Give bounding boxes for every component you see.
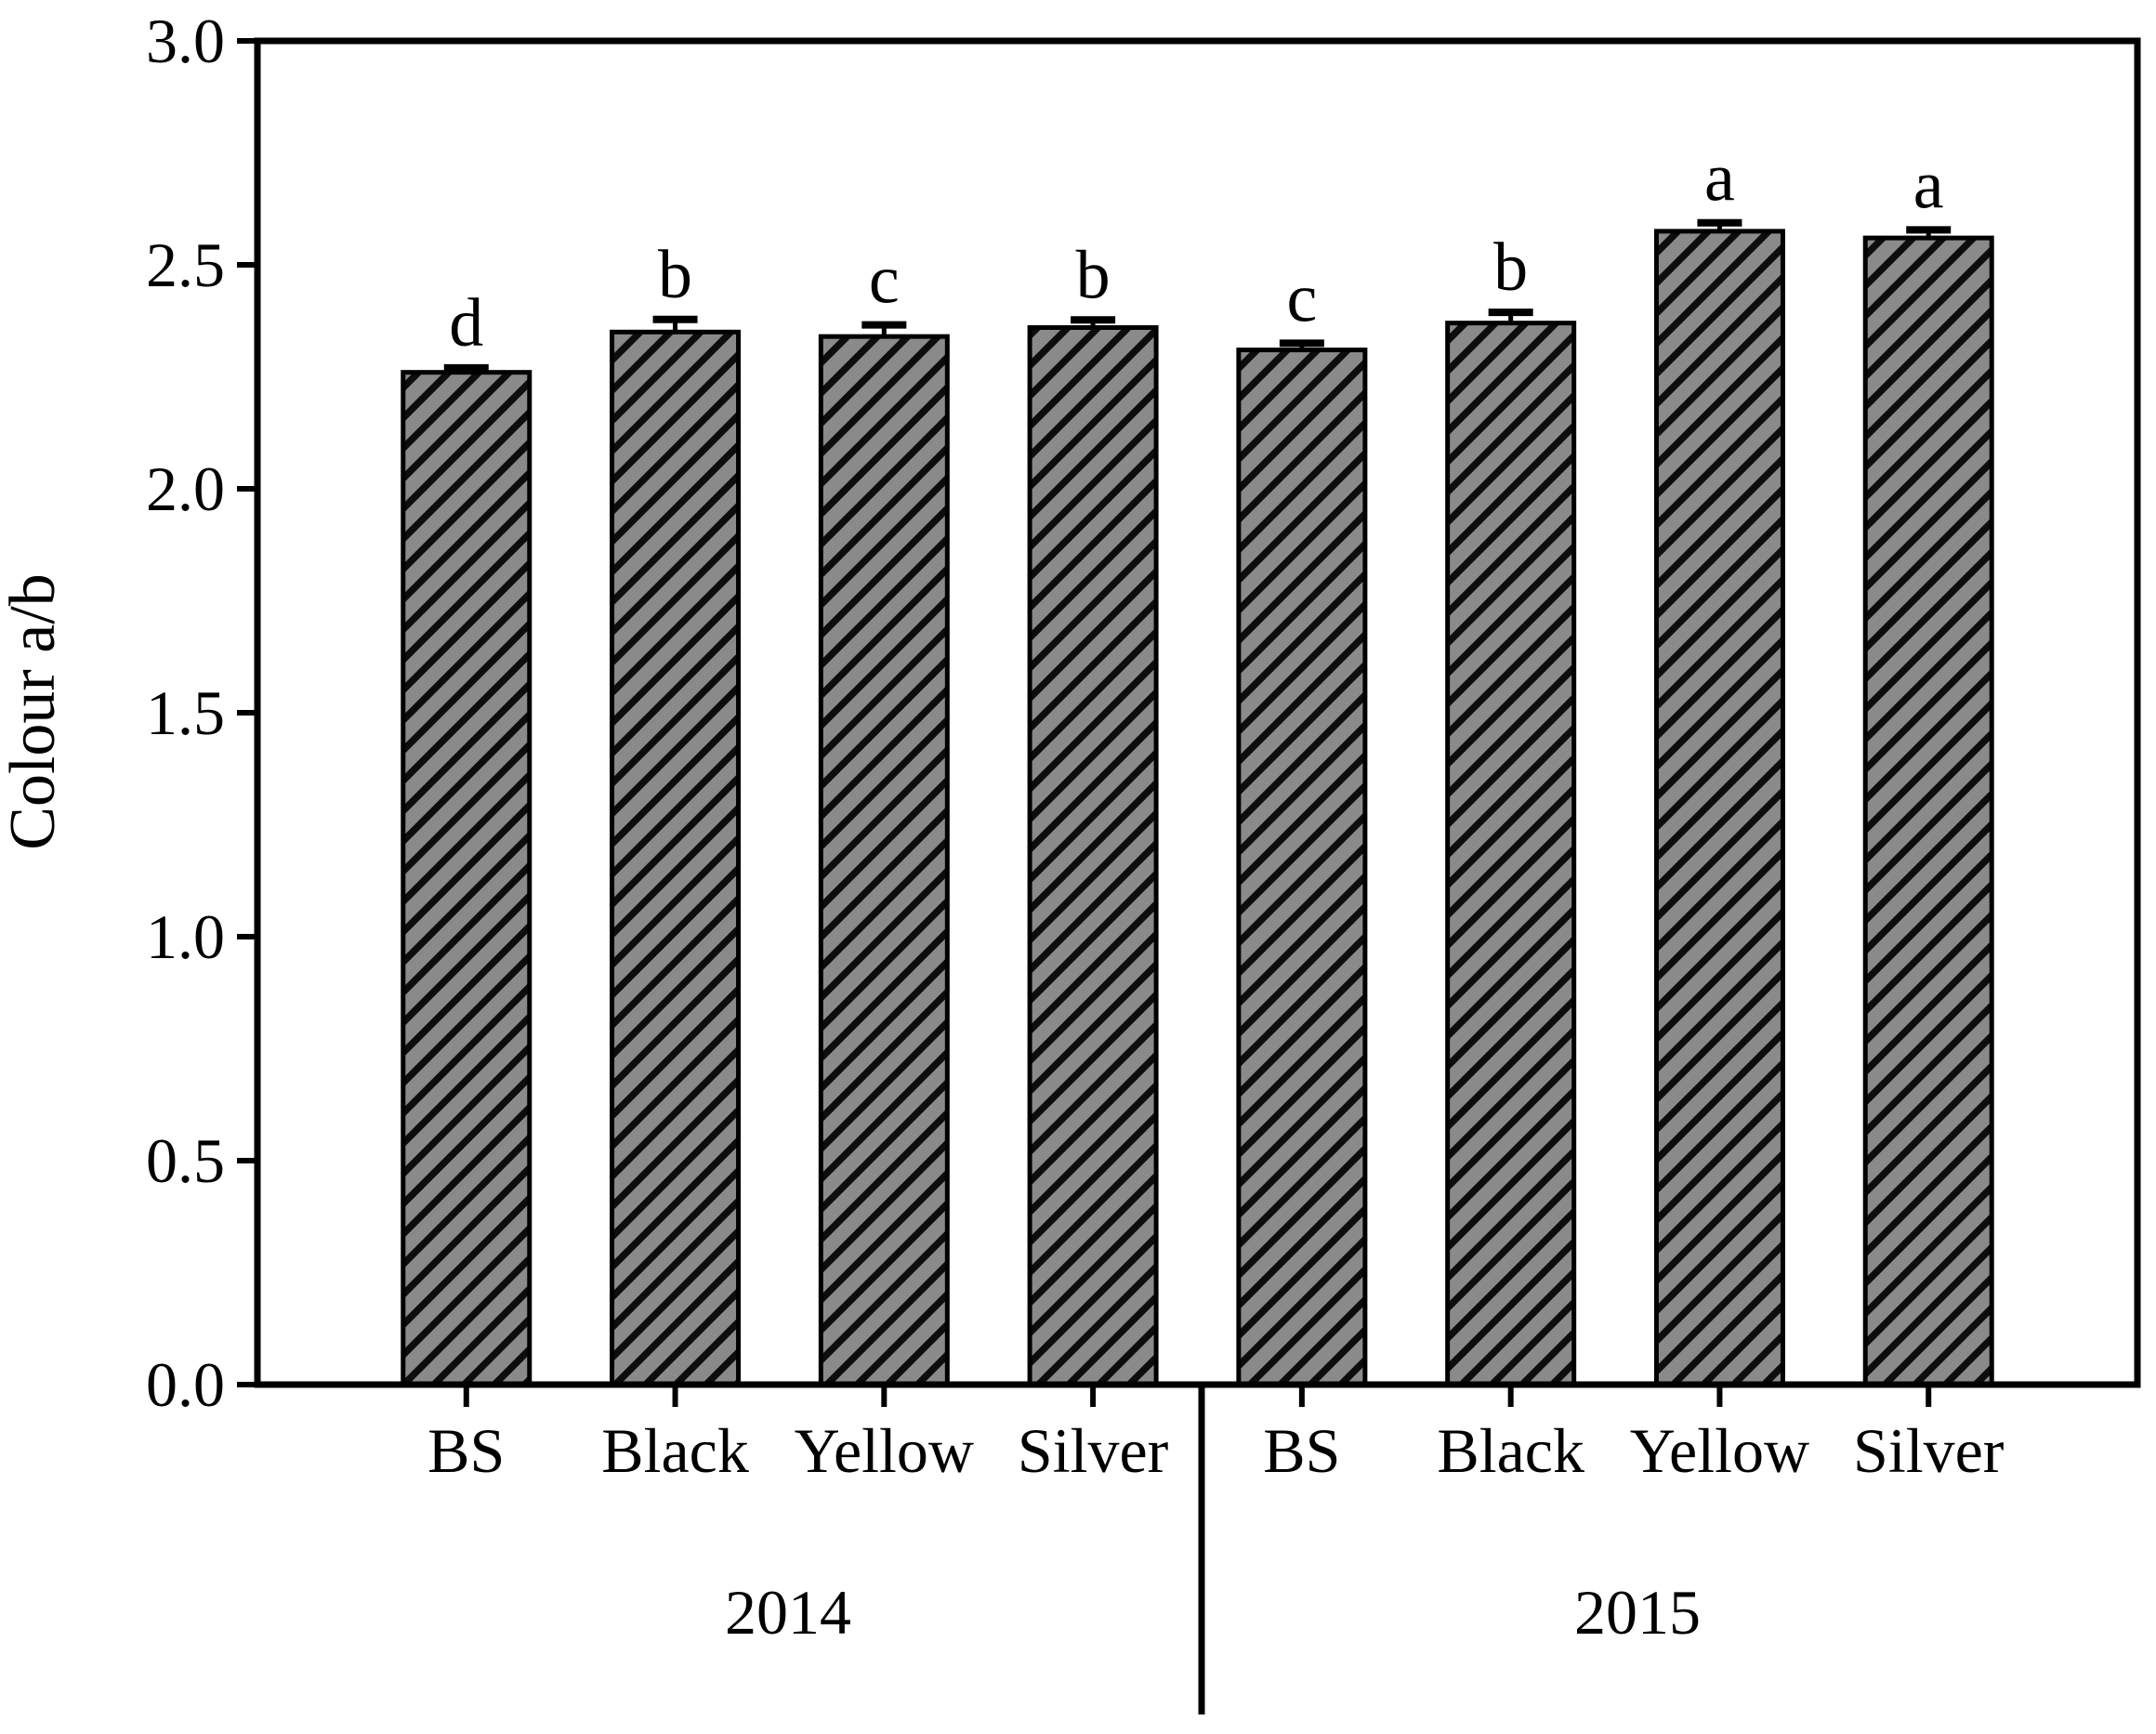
bar [1236,348,1368,1387]
bar [818,334,950,1387]
year-label-2014: 2014 [725,1577,851,1648]
y-axis-title: Colour a/b [0,573,69,849]
significance-letter: b [1493,230,1528,306]
significance-letter: c [869,243,900,319]
plot-frame [254,37,2141,1388]
bar [1653,229,1785,1387]
bar [401,370,532,1387]
y-axis-tick-label: 2.0 [146,453,225,524]
significance-letter: d [449,285,483,361]
significance-letter: a [1913,147,1944,223]
year-label-2015: 2015 [1574,1577,1701,1648]
significance-letter: b [1076,237,1111,313]
y-axis-tick-label: 0.5 [146,1125,225,1196]
y-axis-tick-label: 2.5 [146,230,225,300]
y-axis-tick-label: 3.0 [146,6,225,76]
bar [1862,235,1994,1387]
category-label: Silver [1853,1415,2005,1486]
bar [1445,321,1577,1387]
bar [610,329,742,1387]
bar [1027,324,1159,1387]
significance-letter: b [658,237,692,313]
y-axis-tick-label: 1.5 [146,677,225,748]
significance-letter: c [1286,260,1317,336]
y-axis-tick-label: 0.0 [146,1349,225,1420]
category-label: Black [601,1415,749,1486]
category-label: Silver [1018,1415,1169,1486]
significance-letter: a [1704,140,1735,217]
category-label: Black [1437,1415,1584,1486]
category-label: BS [1263,1415,1340,1486]
category-label: Yellow [795,1415,974,1486]
category-label: BS [427,1415,505,1486]
y-axis-tick-label: 1.0 [146,901,225,972]
category-label: Yellow [1630,1415,1809,1486]
